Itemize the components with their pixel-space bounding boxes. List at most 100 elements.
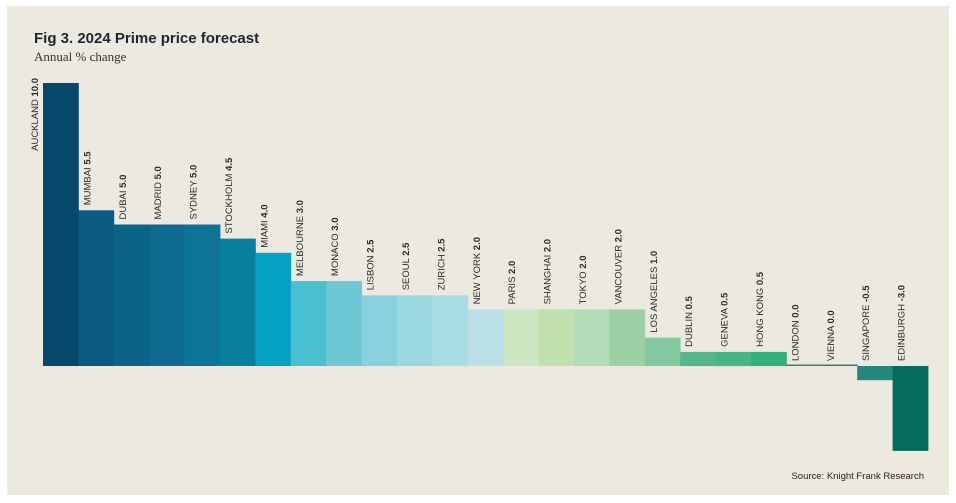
- bar-label-edinburgh: EDINBURGH -3.0: [897, 285, 908, 361]
- bar-hong-kong: [751, 351, 787, 367]
- category-label: PARIS: [507, 274, 518, 304]
- bar-label-dublin: DUBLIN 0.5: [684, 295, 695, 346]
- bar-shanghai: [538, 309, 575, 366]
- value-label: 4.5: [224, 157, 235, 171]
- value-label: 0.5: [684, 295, 695, 309]
- category-label: MUMBAI: [82, 165, 93, 206]
- bar-label-miami: MIAMI 4.0: [259, 204, 270, 247]
- bar-label-geneva: GENEVA 0.5: [720, 292, 731, 347]
- bar-geneva: [715, 351, 752, 367]
- bar-monaco: [326, 281, 362, 366]
- bar-dubai: [113, 224, 150, 366]
- value-label: 3.0: [330, 217, 341, 230]
- category-label: STOCKHOLM: [224, 171, 235, 234]
- chart-subtitle: Annual % change: [34, 49, 127, 64]
- category-label: SHANGHAI: [543, 252, 554, 304]
- value-label: 2.0: [613, 229, 624, 242]
- bar-tokyo: [574, 309, 610, 366]
- bar-auckland: [43, 83, 79, 366]
- category-label: SEOUL: [401, 256, 412, 291]
- bar-label-madrid: MADRID 5.0: [153, 166, 164, 219]
- category-label: VANCOUVER: [613, 242, 624, 304]
- value-label: 10.0: [30, 78, 41, 97]
- category-label: GENEVA: [720, 306, 731, 347]
- bar-stockholm: [220, 238, 256, 366]
- chart-title: Fig 3. 2024 Prime price forecast: [34, 30, 260, 47]
- value-label: 0.0: [790, 304, 801, 317]
- category-label: AUCKLAND: [30, 97, 41, 151]
- category-label: MONACO: [330, 231, 341, 276]
- category-label: MELBOURNE: [295, 213, 306, 276]
- value-label: 2.0: [578, 255, 589, 268]
- bar-label-stockholm: STOCKHOLM 4.5: [224, 157, 235, 234]
- bar-label-seoul: SEOUL 2.5: [401, 242, 412, 290]
- bar-mumbai: [78, 210, 115, 366]
- value-label: -0.5: [861, 285, 872, 302]
- category-label: MADRID: [153, 179, 164, 219]
- value-label: 0.5: [720, 292, 731, 306]
- bar-seoul: [397, 295, 433, 367]
- bar-label-dubai: DUBAI 5.0: [118, 175, 129, 220]
- bar-dublin: [680, 351, 716, 367]
- bar-label-singapore: SINGAPORE -0.5: [861, 285, 872, 361]
- bar-label-mumbai: MUMBAI 5.5: [82, 151, 93, 206]
- value-label: -3.0: [897, 285, 908, 301]
- value-label: 5.0: [118, 175, 129, 188]
- value-label: 0.5: [755, 271, 766, 285]
- bar-miami: [255, 252, 292, 366]
- category-label: NEW YORK: [472, 250, 483, 304]
- bar-melbourne: [290, 281, 327, 366]
- bar-label-monaco: MONACO 3.0: [330, 217, 341, 276]
- value-label: 2.5: [401, 242, 412, 256]
- category-label: MIAMI: [259, 218, 270, 248]
- bar-label-los-angeles: LOS ANGELES 1.0: [649, 251, 660, 333]
- chart-source: Source: Knight Frank Research: [791, 471, 924, 482]
- value-label: 5.0: [189, 165, 200, 178]
- value-label: 5.5: [82, 151, 93, 165]
- bar-label-hong-kong: HONG KONG 0.5: [755, 271, 766, 347]
- bar-vancouver: [609, 309, 646, 366]
- bar-label-lisbon: LISBON 2.5: [366, 239, 377, 290]
- value-label: 0.0: [826, 310, 837, 323]
- bar-label-paris: PARIS 2.0: [507, 261, 518, 305]
- value-label: 2.5: [366, 239, 377, 253]
- category-label: LOS ANGELES: [649, 264, 660, 333]
- bar-label-vienna: VIENNA 0.0: [826, 310, 837, 361]
- bar-london: [786, 364, 823, 366]
- bar-new-york: [467, 309, 504, 366]
- category-label: SYDNEY: [189, 178, 200, 220]
- bar-label-melbourne: MELBOURNE 3.0: [295, 200, 306, 276]
- value-label: 2.0: [472, 237, 483, 250]
- bar-label-sydney: SYDNEY 5.0: [189, 165, 200, 220]
- bar-singapore: [857, 366, 893, 381]
- value-label: 4.0: [259, 204, 270, 217]
- category-label: ZURICH: [436, 252, 447, 291]
- bar-label-london: LONDON 0.0: [790, 304, 801, 361]
- bar-label-tokyo: TOKYO 2.0: [578, 255, 589, 304]
- value-label: 2.0: [507, 261, 518, 274]
- value-label: 2.5: [436, 238, 447, 252]
- bar-label-auckland: AUCKLAND 10.0: [30, 78, 41, 151]
- category-label: HONG KONG: [755, 285, 766, 347]
- bar-sydney: [184, 224, 221, 366]
- category-label: DUBAI: [118, 188, 129, 220]
- bar-label-zurich: ZURICH 2.5: [436, 238, 447, 290]
- value-label: 3.0: [295, 200, 306, 213]
- bar-paris: [503, 309, 539, 366]
- category-label: VIENNA: [826, 324, 837, 362]
- category-label: SINGAPORE: [861, 302, 872, 361]
- category-label: DUBLIN: [684, 309, 695, 346]
- bar-los-angeles: [644, 337, 681, 366]
- bar-vienna: [821, 364, 858, 366]
- bar-label-vancouver: VANCOUVER 2.0: [613, 229, 624, 304]
- value-label: 2.0: [543, 239, 554, 252]
- category-label: EDINBURGH: [897, 301, 908, 361]
- bar-label-shanghai: SHANGHAI 2.0: [543, 239, 554, 304]
- category-label: TOKYO: [578, 269, 589, 305]
- bar-edinburgh: [892, 366, 929, 451]
- bar-label-new-york: NEW YORK 2.0: [472, 237, 483, 304]
- bar-madrid: [149, 224, 185, 366]
- bar-lisbon: [361, 295, 398, 367]
- bar-zurich: [432, 295, 469, 367]
